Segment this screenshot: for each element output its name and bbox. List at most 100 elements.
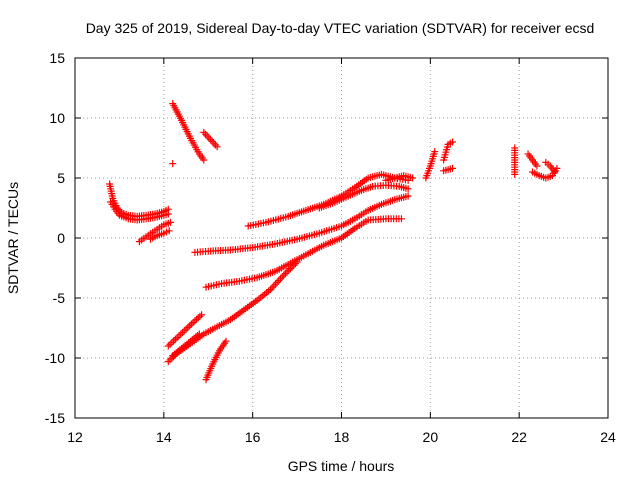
data-point: [270, 282, 278, 290]
series-arc5: [169, 100, 208, 164]
data-point: [286, 265, 294, 273]
data-point: [271, 280, 279, 288]
data-point: [166, 218, 174, 226]
data-point: [431, 148, 439, 156]
data-point: [182, 325, 190, 333]
series-arc16: [382, 172, 417, 184]
data-point: [193, 315, 201, 323]
data-point: [165, 227, 173, 235]
x-axis-ticks: 12 14 16 18 20 22 24: [67, 58, 616, 445]
data-point: [203, 132, 211, 140]
data-point: [187, 320, 195, 328]
data-point: [280, 271, 288, 279]
series-arc4: [147, 227, 173, 243]
series-arc10: [315, 181, 412, 212]
x-tick-label: 24: [600, 429, 616, 445]
data-point: [184, 324, 192, 332]
data-point: [213, 143, 221, 151]
data-point: [201, 130, 209, 138]
data-point: [288, 263, 296, 271]
series-arc19: [440, 164, 457, 175]
data-point: [170, 337, 178, 345]
series-arc15: [202, 337, 230, 384]
data-point: [200, 156, 208, 164]
series-arc18: [440, 138, 457, 164]
x-tick-label: 20: [423, 429, 439, 445]
chart-title: Day 325 of 2019, Sidereal Day-to-day VTE…: [86, 20, 595, 36]
data-point: [175, 332, 183, 340]
series-arc3: [135, 218, 174, 246]
series-arc23: [542, 158, 559, 176]
data-point: [275, 277, 283, 285]
x-tick-label: 12: [67, 429, 83, 445]
data-point: [206, 136, 214, 144]
y-tick-label: 0: [57, 230, 65, 246]
y-tick-label: -5: [53, 290, 66, 306]
data-point: [189, 318, 197, 326]
data-point: [285, 266, 293, 274]
data-point: [397, 215, 405, 223]
data-point: [173, 334, 181, 342]
y-tick-label: 5: [57, 170, 65, 186]
data-point: [178, 329, 186, 337]
series-arc7: [200, 128, 221, 151]
series-arc8: [191, 192, 412, 256]
data-point: [551, 168, 559, 176]
data-point: [195, 330, 203, 338]
series-arc6: [169, 160, 177, 168]
x-tick-label: 22: [511, 429, 527, 445]
data-point: [180, 327, 188, 335]
series-arc13: [164, 311, 206, 350]
data-point: [409, 174, 417, 182]
data-point: [164, 358, 172, 366]
data-point: [211, 141, 219, 149]
data-point: [186, 322, 194, 330]
data-point: [168, 339, 176, 347]
x-tick-label: 14: [156, 429, 172, 445]
data-point: [511, 170, 519, 178]
data-point: [166, 340, 174, 348]
data-point: [194, 314, 202, 322]
series-arc2: [107, 198, 172, 224]
data-point: [290, 261, 298, 269]
data-point: [164, 342, 172, 350]
series-arc22: [528, 164, 561, 182]
y-tick-label: 10: [49, 110, 65, 126]
y-tick-label: 15: [49, 50, 65, 66]
data-point: [449, 138, 457, 146]
data-point: [196, 312, 204, 320]
data-point: [404, 185, 412, 193]
x-axis-label: GPS time / hours: [288, 458, 395, 474]
x-tick-label: 16: [245, 429, 261, 445]
data-point: [210, 139, 218, 147]
data-point: [278, 273, 286, 281]
series-arc17: [422, 148, 439, 182]
data-point: [533, 162, 541, 170]
data-point: [281, 270, 289, 278]
series-arc20: [511, 144, 519, 178]
data-point: [293, 258, 301, 266]
y-axis-label: SDTVAR / TECUs: [5, 182, 21, 294]
data-point: [283, 268, 291, 276]
data-point: [276, 275, 284, 283]
data-point: [208, 137, 216, 145]
data-point: [222, 337, 230, 345]
grid: [75, 58, 608, 418]
data-point: [404, 192, 412, 200]
data-point: [164, 210, 172, 218]
data-point: [177, 330, 185, 338]
data-point: [200, 128, 208, 136]
y-tick-label: -15: [45, 410, 65, 426]
data-point: [273, 278, 281, 286]
data-point: [169, 160, 177, 168]
series-arc12: [164, 258, 301, 366]
x-tick-label: 18: [334, 429, 350, 445]
data-points: [106, 100, 561, 384]
data-point: [191, 317, 199, 325]
series-arc11: [202, 215, 405, 291]
series-arc14: [169, 330, 203, 360]
series-arc21: [524, 150, 541, 170]
data-point: [291, 260, 299, 268]
y-axis-ticks: -15 -10 -5 0 5 10 15: [45, 50, 608, 426]
